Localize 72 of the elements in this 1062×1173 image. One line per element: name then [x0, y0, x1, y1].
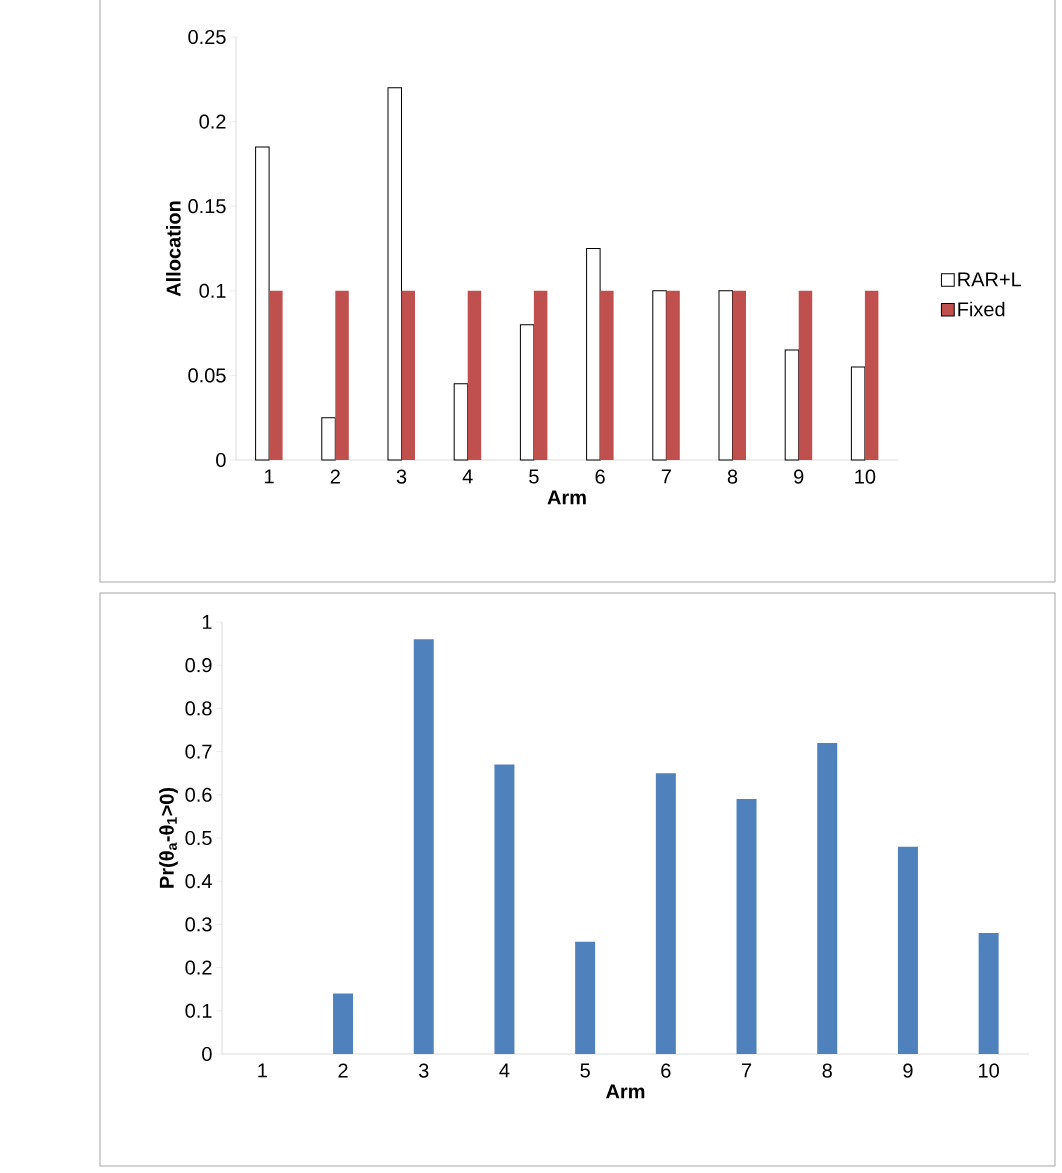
y-tick-label: 0.1	[185, 1003, 212, 1018]
bar	[732, 290, 746, 460]
x-axis-title: Arm	[547, 490, 586, 505]
bar	[453, 383, 469, 461]
x-tick-label: 5	[580, 1063, 590, 1078]
bar	[666, 290, 680, 460]
x-tick-label: 1	[258, 1063, 267, 1078]
x-tick-label: 3	[418, 1063, 429, 1078]
bar	[255, 146, 270, 461]
bar	[335, 290, 349, 460]
y-tick-label: 0.9	[185, 658, 212, 673]
bar	[978, 933, 999, 1054]
bar	[533, 290, 548, 460]
x-axis-title: Arm	[605, 1084, 645, 1099]
x-tick-label: 4	[462, 469, 473, 484]
bar	[519, 324, 535, 461]
y-tick-label: 0	[202, 1046, 212, 1062]
y-axis-title: Pr(θ$_{a}$-θ$_{1}$>0)	[159, 787, 178, 888]
x-tick-label: 8	[727, 469, 738, 484]
x-tick-label: 1	[265, 469, 274, 484]
bar	[817, 742, 838, 1054]
bar	[401, 290, 415, 460]
bar	[718, 290, 733, 461]
bar	[467, 290, 482, 460]
bar	[897, 846, 918, 1054]
bar	[575, 941, 596, 1054]
bar	[321, 417, 336, 461]
x-tick-label: 2	[330, 469, 340, 484]
x-tick-label: 3	[396, 469, 407, 484]
bar	[413, 639, 434, 1054]
x-tick-label: 7	[661, 469, 671, 484]
x-tick-label: 2	[338, 1063, 348, 1078]
bar	[494, 764, 515, 1054]
y-tick-label: 0.4	[185, 874, 212, 889]
y-tick-label: 0.2	[185, 960, 212, 975]
y-tick-label: 0.25	[188, 29, 226, 45]
x-tick-label: 6	[595, 469, 605, 484]
y-tick-label: 0.7	[185, 744, 212, 759]
bar	[798, 290, 813, 460]
bar	[586, 247, 601, 461]
bar	[784, 349, 800, 461]
y-tick-label: 0.6	[185, 787, 212, 802]
y-tick-label: 0.15	[188, 199, 226, 214]
y-tick-label: 0.3	[185, 917, 212, 932]
x-tick-label: 6	[661, 1063, 671, 1078]
y-tick-label: 1	[202, 615, 212, 629]
y-axis-title: Allocation	[165, 201, 181, 297]
x-tick-label: 9	[794, 469, 804, 484]
y-tick-label: 0.5	[185, 830, 212, 846]
x-tick-label: 10	[855, 469, 876, 484]
y-tick-label: 0.1	[199, 283, 226, 298]
legend-label: RAR+L	[958, 272, 1022, 287]
bar	[333, 993, 354, 1054]
bar	[864, 290, 879, 460]
bar	[652, 290, 667, 461]
bar	[600, 290, 614, 460]
bar	[850, 366, 866, 461]
x-tick-label: 5	[529, 469, 539, 484]
x-tick-label: 10	[979, 1063, 999, 1078]
bar	[269, 290, 283, 460]
bar	[736, 799, 757, 1054]
x-tick-label: 4	[499, 1063, 510, 1078]
x-tick-label: 8	[822, 1063, 832, 1078]
y-tick-label: 0.8	[185, 701, 212, 716]
y-tick-label: 0	[216, 452, 226, 468]
x-tick-label: 7	[742, 1063, 752, 1078]
legend-label: Fixed	[958, 301, 1005, 317]
y-tick-label: 0.2	[199, 114, 226, 129]
x-tick-label: 9	[903, 1063, 913, 1078]
bar	[655, 773, 676, 1054]
y-tick-label: 0.05	[188, 368, 226, 383]
bar	[387, 87, 402, 461]
